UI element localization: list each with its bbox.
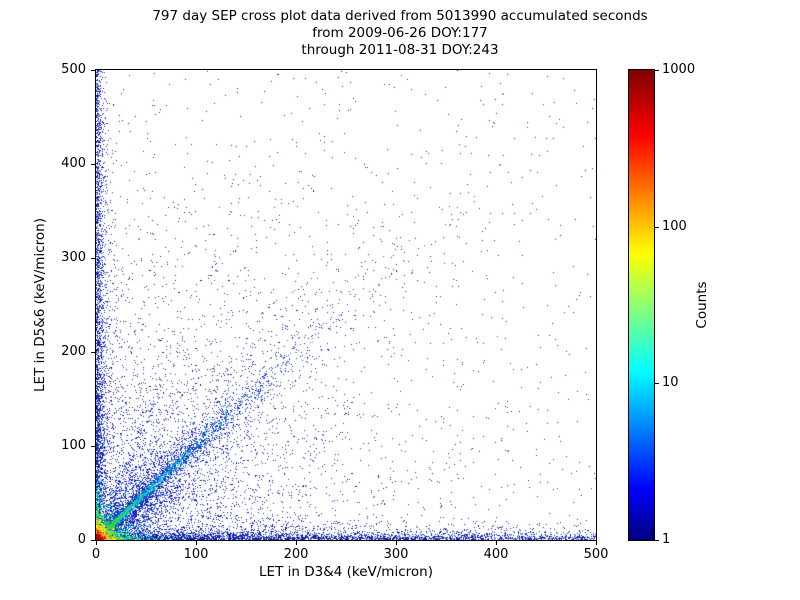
y-tick-label: 200: [61, 344, 86, 359]
x-tick-label: 0: [91, 547, 101, 562]
y-tick-label: 0: [77, 532, 86, 547]
chart-title-line2: from 2009-06-26 DOY:177: [312, 25, 488, 41]
colorbar-tick-mark: [655, 70, 659, 71]
y-tick-mark: [91, 258, 95, 259]
colorbar-tick-label: 100: [662, 218, 687, 234]
x-tick-label: 400: [483, 547, 509, 562]
y-axis-label: LET in D5&6 (keV/micron): [32, 218, 48, 392]
x-tick-mark: [396, 541, 397, 545]
x-tick-mark: [496, 541, 497, 545]
x-tick-mark: [296, 541, 297, 545]
y-tick-mark: [91, 352, 95, 353]
x-tick-mark: [196, 541, 197, 545]
y-tick-label: 300: [61, 250, 86, 265]
y-tick-mark: [91, 164, 95, 165]
x-tick-label: 200: [283, 547, 309, 562]
scatter-canvas: [96, 70, 596, 540]
y-tick-mark: [91, 540, 95, 541]
x-tick-label: 300: [383, 547, 409, 562]
colorbar: [628, 69, 655, 541]
y-tick-mark: [91, 446, 95, 447]
colorbar-tick-label: 1: [662, 532, 671, 547]
colorbar-tick-label: 1000: [662, 62, 696, 77]
y-tick-label: 500: [61, 62, 86, 77]
x-tick-label: 500: [583, 547, 609, 562]
colorbar-tick-mark: [655, 226, 659, 228]
y-tick-label: 400: [61, 156, 86, 171]
y-tick-mark: [91, 70, 95, 71]
x-axis-label: LET in D3&4 (keV/micron): [259, 564, 433, 580]
colorbar-tick-mark: [655, 540, 659, 541]
colorbar-tick-label: 10: [662, 375, 679, 391]
chart-title-line3: through 2011-08-31 DOY:243: [301, 42, 499, 58]
chart-title-line1: 797 day SEP cross plot data derived from…: [152, 8, 648, 24]
x-tick-label: 100: [183, 547, 209, 562]
colorbar-label: Counts: [694, 281, 710, 329]
y-tick-label: 100: [61, 438, 86, 453]
x-tick-mark: [596, 541, 597, 545]
colorbar-tick-mark: [655, 383, 659, 385]
plot-area: [95, 69, 597, 541]
x-tick-mark: [96, 541, 97, 545]
